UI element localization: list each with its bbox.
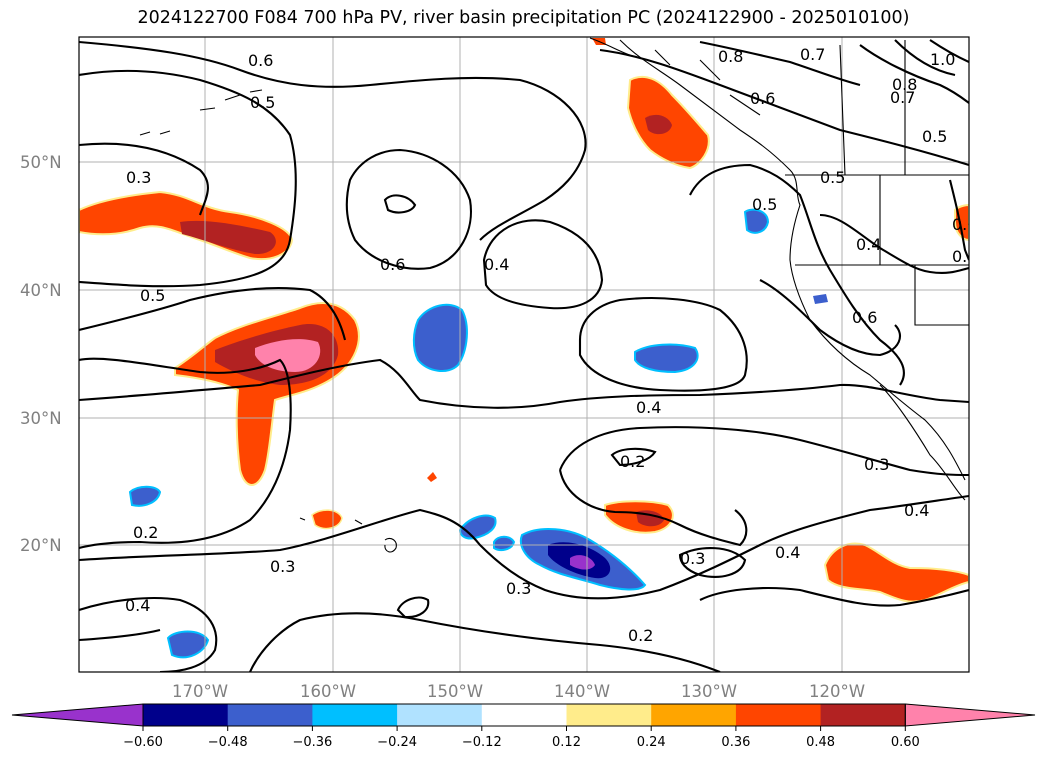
- colorbar-tick-label: −0.24: [377, 735, 417, 750]
- colorbar-tick-label: 0.48: [806, 735, 835, 750]
- contour-label: 0.8: [718, 47, 743, 66]
- colorbar-segment: [566, 704, 652, 726]
- contour-label: 0.5: [140, 286, 165, 305]
- colorbar-extend-min: [11, 703, 144, 727]
- contour-label: 0.2: [620, 452, 645, 471]
- coastlines: [139, 37, 969, 553]
- contour-label: 0.7: [890, 88, 915, 107]
- contour-label: 0.2: [628, 626, 653, 645]
- colorbar-outline: [142, 703, 906, 727]
- colorbar-tick-label: −0.36: [292, 735, 332, 750]
- contour-label: 0.6: [380, 255, 405, 274]
- colorbar-extend-max: [904, 703, 1036, 727]
- contour-label: 0.5: [250, 93, 275, 112]
- contour-label: 0.6: [750, 89, 775, 108]
- lat-label: 20°N: [20, 536, 62, 555]
- lon-label: 150°W: [427, 682, 483, 701]
- colorbar-segment: [143, 704, 229, 726]
- precip-region-negative: [634, 343, 699, 374]
- contour-label: 0.2: [133, 523, 158, 542]
- lon-label: 170°W: [172, 682, 228, 701]
- lon-label: 120°W: [809, 682, 865, 701]
- colorbar-tick-label: 0.24: [637, 735, 666, 750]
- precip-region-negative-max: [570, 555, 595, 570]
- contour-label: 0.4: [904, 501, 929, 520]
- lat-label: 30°N: [20, 409, 62, 428]
- precip-region-negative: [128, 485, 162, 507]
- lon-label: 130°W: [681, 682, 737, 701]
- precip-region-negative: [813, 294, 828, 304]
- colorbar-tick-label: −0.60: [123, 735, 163, 750]
- contour-label: 0.6: [952, 247, 977, 266]
- colorbar-tick-label: 0.36: [721, 735, 750, 750]
- colorbar-segment: [735, 704, 822, 726]
- colorbar-segment: [227, 704, 313, 726]
- colorbar-segment: [397, 704, 483, 726]
- contour-label: 0.3: [270, 557, 295, 576]
- colorbar-tick-label: −0.12: [462, 735, 502, 750]
- map-title: 2024122700 F084 700 hPa PV, river basin …: [137, 8, 910, 28]
- contour-label: 0.4: [125, 596, 150, 615]
- precip-region-negative: [743, 208, 770, 234]
- precip-region-positive: [427, 472, 437, 482]
- contour-label: 0.8: [892, 75, 917, 94]
- graticule: [79, 37, 969, 672]
- precip-region-positive: [311, 509, 343, 530]
- map-frame: [78, 36, 970, 673]
- pv-contours: [79, 39, 969, 672]
- contour-label: 0.5: [752, 195, 777, 214]
- colorbar: [11, 703, 1036, 727]
- contour-label: 0.3: [680, 549, 705, 568]
- precip-region-strong: [645, 114, 672, 135]
- colorbar-segment: [481, 704, 567, 726]
- contour-label: 0.4: [484, 255, 509, 274]
- contour-label: 0.3: [506, 579, 531, 598]
- colorbar-ticks: −0.60 −0.48 −0.36 −0.24 −0.12 0.12 0.24 0.36 0.4…: [123, 726, 920, 750]
- colorbar-tick-label: 0.12: [552, 735, 581, 750]
- contour-labels: 0.6 0.5 0.3 0.5 0.6 0.4 0.8 0.7 0.6 0.8 …: [125, 45, 977, 645]
- map-area: 0.6 0.5 0.3 0.5 0.6 0.4 0.8 0.7 0.6 0.8 …: [78, 36, 977, 673]
- colorbar-tick-label: 0.60: [891, 735, 920, 750]
- contour-label: 1.0: [930, 50, 955, 69]
- precip-region-strong: [180, 220, 276, 255]
- contour-label: 0.4: [775, 543, 800, 562]
- contour-label: 0.6: [952, 215, 977, 234]
- contour-label: 0.5: [820, 168, 845, 187]
- colorbar-segment: [651, 704, 737, 726]
- lon-label: 160°W: [300, 682, 356, 701]
- contour-label: 0.6: [248, 51, 273, 70]
- colorbar-tick-label: −0.48: [208, 735, 248, 750]
- colorbar-segment: [820, 704, 906, 726]
- contour-label: 0.4: [856, 235, 881, 254]
- lat-label: 40°N: [20, 281, 62, 300]
- colorbar-segment: [312, 704, 398, 726]
- longitude-labels: 170°W 160°W 150°W 140°W 130°W 120°W: [172, 682, 865, 701]
- contour-label: 0.3: [864, 455, 889, 474]
- precip-region-negative: [412, 303, 468, 372]
- latitude-labels: 50°N 40°N 30°N 20°N: [20, 153, 62, 555]
- contour-label: 0.7: [800, 45, 825, 64]
- contour-label: 0.4: [636, 398, 661, 417]
- contour-label: 0.6: [852, 308, 877, 327]
- lat-label: 50°N: [20, 153, 62, 172]
- precip-region-negative: [493, 535, 516, 551]
- contour-label: 0.5: [922, 127, 947, 146]
- contour-label: 0.3: [126, 168, 151, 187]
- lon-label: 140°W: [554, 682, 610, 701]
- precip-region-negative: [166, 630, 210, 659]
